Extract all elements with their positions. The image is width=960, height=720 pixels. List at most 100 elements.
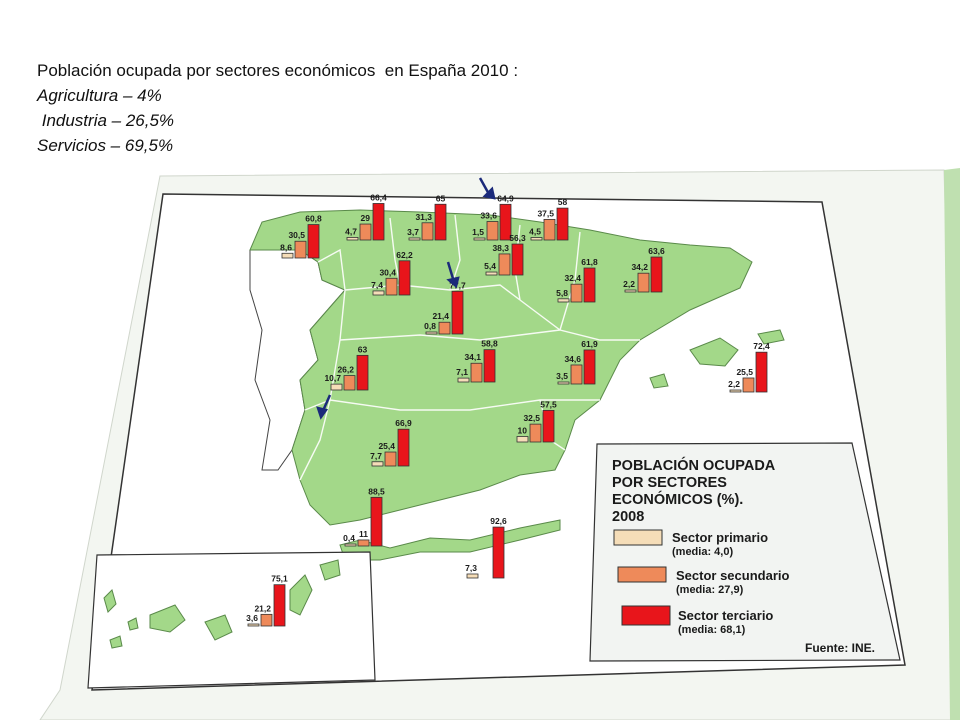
island-la-palma [103,589,117,613]
bar-region-15-sector-2 [397,428,410,467]
label-region-14-sector-2: 57,5 [540,399,557,409]
label-region-2-sector-1: 31,3 [415,212,432,222]
label-region-15-sector-1: 25,4 [378,441,395,451]
label-region-18-sector-0: 3,6 [246,613,258,623]
legend-label-secundario: Sector secundario [676,568,789,583]
legend-source: Fuente: INE. [805,641,875,655]
bar-region-11-sector-2 [483,349,496,383]
label-region-9-sector-0: 2,2 [623,279,635,289]
legend-media-secundario: (media: 27,9) [676,584,744,596]
bar-region-2-sector-0 [408,237,421,241]
label-region-10-sector-0: 10,7 [324,373,341,383]
label-region-14-sector-0: 10 [518,426,528,436]
bar-region-0-sector-0 [281,252,294,259]
legend-title-line-3: ECONÓMICOS (%). [612,490,743,508]
island-lanzarote [319,559,341,581]
bar-region-10-sector-0 [330,383,343,391]
label-region-15-sector-2: 66,9 [395,418,412,428]
bar-region-5-sector-2 [511,243,524,276]
bar-region-12-sector-2 [583,349,596,385]
bar-region-14-sector-1 [529,423,542,443]
label-region-1-sector-0: 4,7 [345,226,357,236]
bar-region-3-sector-0 [473,237,486,241]
bar-region-14-sector-0 [516,436,529,443]
bar-region-2-sector-1 [421,222,434,241]
bar-region-5-sector-1 [498,253,511,276]
bar-region-6-sector-1 [385,277,398,296]
intro-line-servicios: Servicios – 69,5% [37,136,174,155]
bar-region-18-sector-2 [273,584,286,627]
label-region-0-sector-2: 60,8 [305,214,322,224]
intro-title: Población ocupada por sectores económico… [37,61,519,80]
bar-region-2-sector-2 [434,203,447,241]
bar-region-11-sector-0 [457,377,470,383]
arrows [316,177,496,420]
label-region-9-sector-2: 63,6 [648,246,665,256]
label-region-1-sector-1: 29 [361,213,371,223]
bar-region-8-sector-0 [557,298,570,303]
label-region-3-sector-1: 33,6 [480,211,497,221]
bar-region-16-sector-2 [370,496,383,547]
bar-region-10-sector-1 [343,375,356,391]
legend-title-line-2: POR SECTORES [612,475,727,491]
page-edge [944,168,960,720]
label-region-12-sector-2: 61,9 [581,339,598,349]
label-region-0-sector-0: 8,6 [280,242,292,252]
bar-region-7-sector-2 [451,290,464,335]
label-region-10-sector-2: 63 [358,344,368,354]
balearic-ibiza [649,373,669,389]
label-region-15-sector-0: 7,7 [370,451,382,461]
legend-title-line-1: POBLACIÓN OCUPADA [612,456,776,474]
bar-region-5-sector-0 [485,271,498,276]
intro-line-agricultura: Agricultura – 4% [37,86,162,105]
label-region-2-sector-0: 3,7 [407,227,419,237]
bar-region-14-sector-2 [542,409,555,443]
legend-label-primario: Sector primario [672,530,768,545]
balearic-menorca [757,329,785,345]
bar-region-8-sector-2 [583,267,596,303]
label-region-18-sector-1: 21,2 [254,603,271,613]
legend-media-terciario: (media: 68,1) [678,624,746,636]
label-region-3-sector-0: 1,5 [472,227,484,237]
arrow-2-head [446,276,460,289]
label-region-8-sector-2: 61,8 [581,257,598,267]
label-region-8-sector-1: 32,4 [564,273,581,283]
label-region-12-sector-0: 3,5 [556,371,568,381]
arrow-3-head [316,406,329,420]
bar-region-3-sector-1 [486,221,499,241]
north-africa-coast [339,519,561,561]
legend-title-line-4: 2008 [612,509,644,525]
label-region-13-sector-1: 25,5 [736,367,753,377]
arrow-1-head [482,186,496,200]
region-bars: 8,6 30,560,8 4,7 29 66,4 3,7 31,3 65 1,5 33,664,9… [246,192,770,627]
bar-region-0-sector-2 [307,224,320,259]
label-region-4-sector-2: 58 [558,197,568,207]
label-region-8-sector-0: 5,8 [556,288,568,298]
balearic-mallorca [689,337,739,367]
bar-region-15-sector-0 [371,461,384,467]
label-region-2-sector-2: 65 [436,193,446,203]
bar-region-17-sector-2 [492,526,505,579]
bar-region-10-sector-2 [356,354,369,391]
bar-region-1-sector-2 [372,203,385,241]
island-gran-canaria [204,614,233,641]
bar-region-6-sector-2 [398,260,411,296]
legend-label-terciario: Sector terciario [678,608,773,623]
label-region-4-sector-0: 4,5 [529,227,541,237]
label-region-1-sector-2: 66,4 [370,192,387,202]
bar-region-0-sector-1 [294,240,307,259]
label-region-11-sector-2: 58,8 [481,339,498,349]
island-fuerteventura [289,574,313,616]
label-region-3-sector-2: 64,9 [497,193,514,203]
canary-islands [103,559,341,649]
bar-region-9-sector-1 [637,272,650,293]
bar-region-1-sector-0 [346,237,359,241]
label-region-16-sector-0: 0,4 [343,533,355,543]
bar-region-6-sector-0 [372,290,385,296]
bar-region-16-sector-1 [357,539,370,547]
label-region-7-sector-1: 21,4 [432,311,449,321]
region-boundaries [299,214,640,481]
bar-region-13-sector-1 [742,377,755,393]
bar-region-3-sector-2 [499,203,512,241]
